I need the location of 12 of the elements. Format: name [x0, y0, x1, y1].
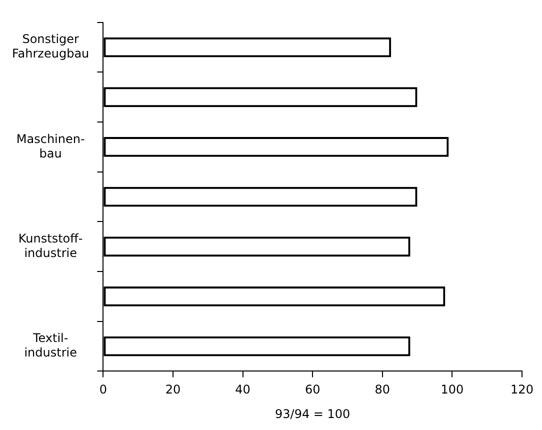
y-tick-label: Textil- industrie [24, 331, 77, 360]
x-tick-label: 20 [165, 382, 181, 397]
x-tick-label: 60 [304, 382, 320, 397]
x-tick-label: 100 [440, 382, 464, 397]
y-tick-label: Sonstiger Fahrzeugbau [12, 32, 90, 61]
x-tick-label: 120 [510, 382, 534, 397]
x-tick-label: 80 [374, 382, 390, 397]
y-tick-label: Maschinen- bau [16, 132, 85, 160]
x-axis-title: 93/94 = 100 [275, 406, 350, 421]
x-tick-label: 0 [99, 382, 107, 397]
x-tick-label: 40 [235, 382, 250, 397]
y-tick-label: Kunststoff- industrie [18, 232, 83, 260]
